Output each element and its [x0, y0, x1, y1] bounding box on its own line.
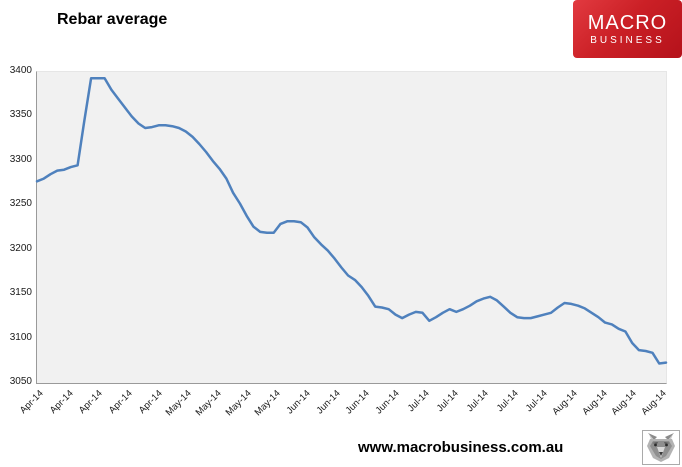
- plot-area: [35, 71, 668, 384]
- y-tick-label: 3250: [9, 198, 32, 210]
- y-tick-label: 3350: [9, 109, 32, 121]
- wolf-icon: [647, 433, 675, 462]
- y-tick-label: 3200: [9, 242, 32, 254]
- wolf-stamp: [642, 430, 680, 465]
- y-tick-label: 3050: [9, 376, 32, 387]
- rebar-series-line: [35, 76, 668, 365]
- footer-url: www.macrobusiness.com.au: [358, 439, 564, 456]
- logo-text-macro: MACRO: [587, 11, 668, 34]
- macrobusiness-logo: MACRO BUSINESS: [573, 0, 682, 58]
- y-tick-label: 3100: [9, 331, 32, 343]
- y-tick-label: 3300: [9, 153, 32, 165]
- logo-text-business: BUSINESS: [590, 34, 665, 46]
- chart-title: Rebar average: [57, 11, 168, 28]
- line-chart-svg: [35, 76, 668, 365]
- y-tick-label: 3400: [9, 65, 32, 76]
- y-tick-label: 3150: [9, 287, 32, 299]
